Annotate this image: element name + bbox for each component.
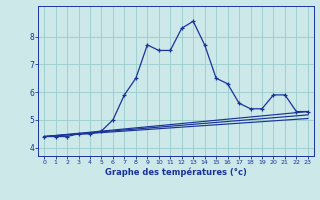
X-axis label: Graphe des températures (°c): Graphe des températures (°c)	[105, 168, 247, 177]
